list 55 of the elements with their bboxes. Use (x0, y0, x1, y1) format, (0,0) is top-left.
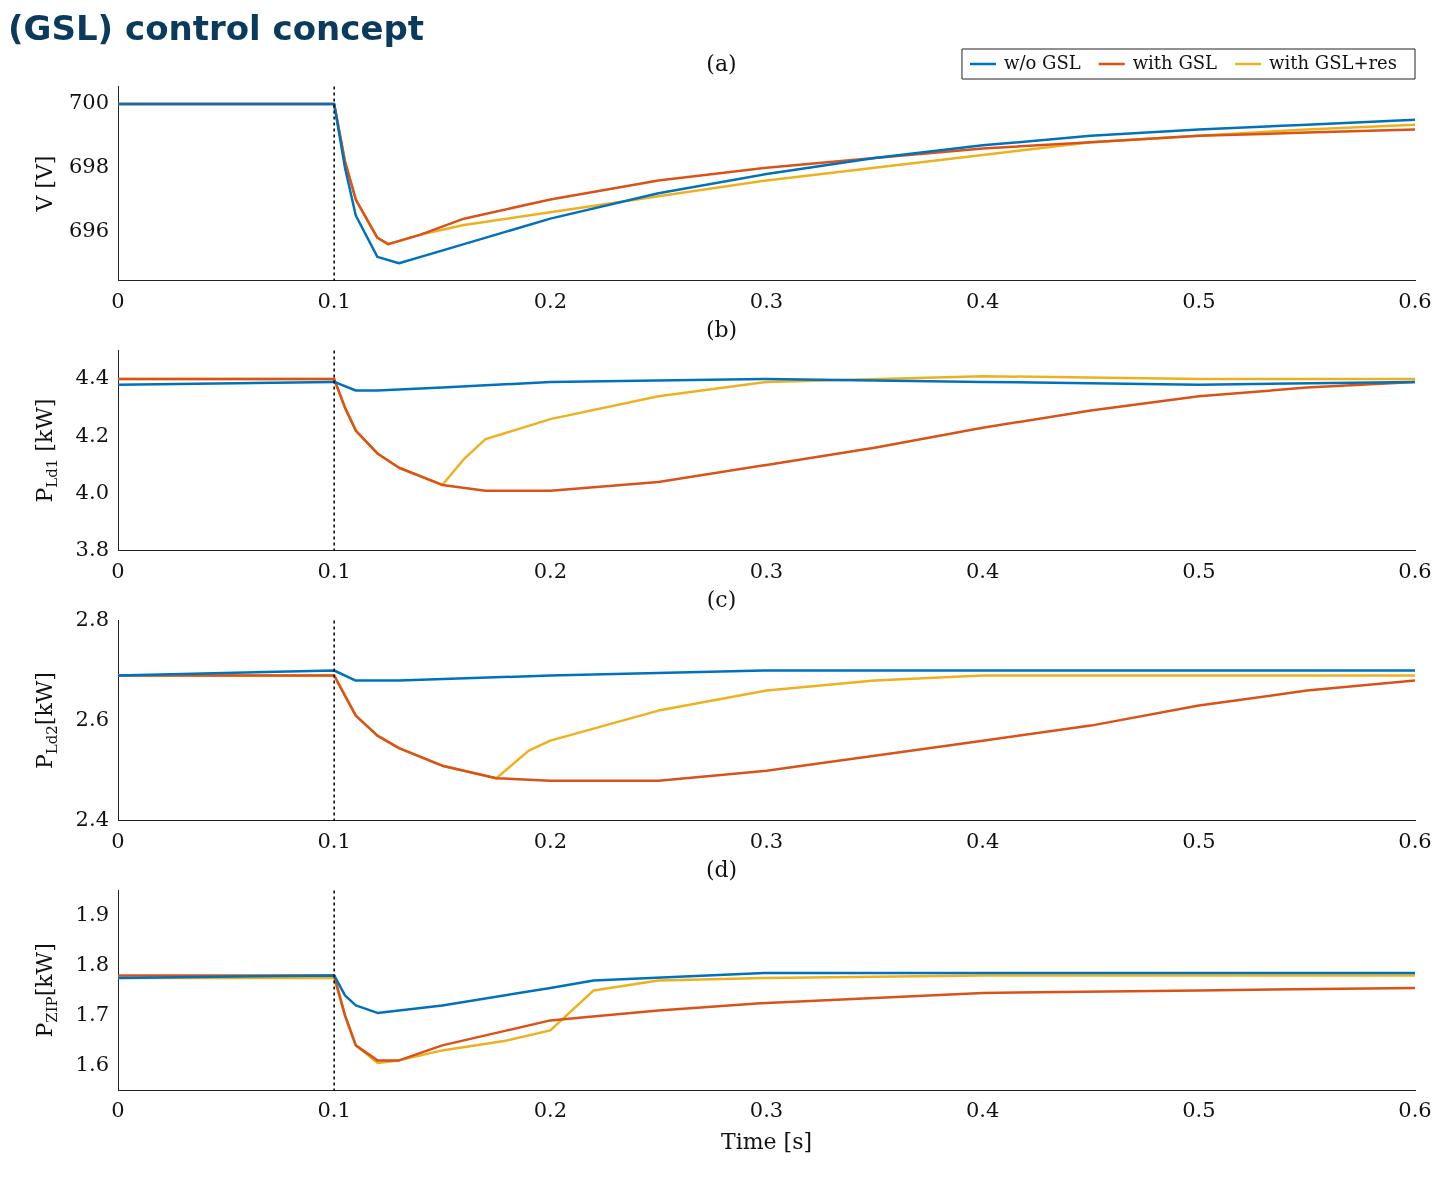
legend-label: with GSL (1132, 51, 1218, 73)
x-tick-label: 0.4 (965, 558, 1000, 583)
x-tick-label: 0 (111, 828, 125, 853)
text: (GSL) control concept (8, 8, 426, 48)
x-tick-label: 0.6 (1398, 558, 1432, 583)
x-tick-label: 0.4 (965, 1098, 1000, 1123)
chart-title: (a) (706, 50, 737, 76)
y-tick-label: 698 (68, 154, 109, 179)
y-tick-label: 2.6 (75, 707, 109, 732)
x-tick-label: 0.2 (533, 1098, 568, 1123)
y-tick-label: 4.0 (75, 480, 109, 504)
x-tick-label: 0.5 (1182, 1098, 1216, 1123)
y-axis-title: PZIP[kW] (31, 943, 61, 1038)
legend-label: with GSL+res (1269, 51, 1397, 73)
y-tick-label: 2.8 (75, 606, 109, 631)
x-tick-label: 0.1 (317, 1098, 351, 1123)
x-axis-title: Time [s] (720, 1128, 813, 1154)
y-tick-label: 2.4 (75, 807, 109, 832)
y-tick-label: 1.9 (75, 901, 109, 926)
x-tick-label: 0.6 (1398, 288, 1432, 313)
x-tick-label: 0.3 (749, 828, 784, 853)
x-tick-label: 0 (111, 288, 125, 313)
legend-label: w/o GSL (1003, 51, 1081, 73)
x-tick-label: 0.4 (965, 828, 1000, 853)
chart-title: (c) (706, 586, 737, 612)
x-tick-label: 0.6 (1398, 828, 1432, 853)
x-tick-label: 0.1 (317, 558, 351, 583)
x-tick-label: 0.5 (1182, 288, 1216, 313)
x-tick-label: 0.1 (317, 288, 351, 313)
x-tick-label: 0 (111, 1098, 125, 1123)
x-tick-label: 0 (111, 558, 125, 583)
x-tick-label: 0.2 (533, 288, 568, 313)
x-tick-label: 0.3 (749, 288, 784, 313)
chart-title: (b) (705, 316, 738, 342)
x-tick-label: 0.4 (965, 288, 1000, 313)
x-tick-label: 0.6 (1398, 1098, 1432, 1123)
x-tick-label: 0.2 (533, 828, 568, 853)
x-tick-label: 0.5 (1182, 558, 1216, 583)
x-tick-label: 0.3 (749, 558, 784, 583)
y-axis-title: V [V] (31, 155, 57, 213)
y-tick-label: 700 (68, 90, 109, 115)
y-tick-label: 3.8 (75, 537, 109, 562)
y-tick-label: 1.7 (75, 1001, 109, 1026)
y-tick-label: 696 (68, 217, 109, 242)
y-tick-label: 1.6 (75, 1051, 109, 1076)
y-axis-title: PLd1 [kW] (31, 398, 61, 503)
x-tick-label: 0.2 (533, 558, 568, 583)
x-tick-label: 0.1 (317, 828, 351, 853)
chart-title: (d) (705, 856, 738, 882)
x-tick-label: 0.5 (1182, 828, 1216, 853)
y-tick-label: 4.4 (75, 365, 109, 390)
x-tick-label: 0.3 (749, 1098, 784, 1123)
y-tick-label: 1.8 (75, 951, 109, 976)
y-tick-label: 4.2 (75, 422, 109, 447)
y-axis-title: PLd2[kW] (31, 672, 61, 770)
